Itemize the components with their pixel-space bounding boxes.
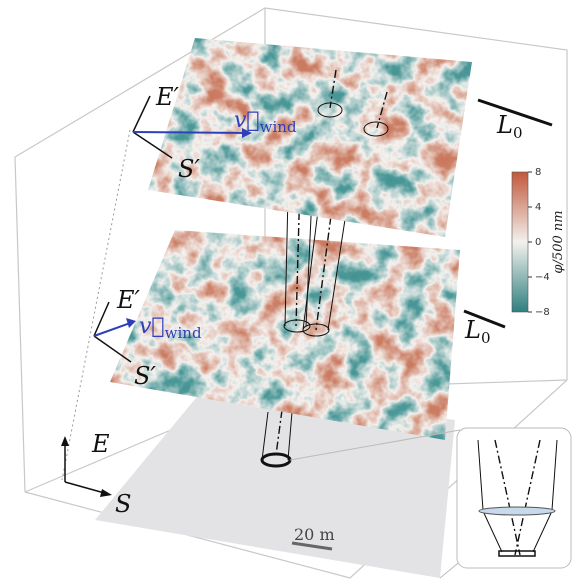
south-label: S′ — [178, 155, 200, 183]
south-label: S — [115, 490, 131, 518]
colorbar — [512, 172, 528, 312]
wind-symbol: v⃗ — [234, 108, 260, 133]
wind-symbol: v⃗ — [139, 314, 165, 339]
scale-symbol: L — [464, 316, 481, 344]
upper-phase-screen — [148, 38, 472, 237]
scale-subscript: 0 — [513, 124, 523, 142]
scale-subscript: 0 — [481, 329, 491, 347]
south-label: S′ — [134, 362, 156, 390]
colorbar-tick-label: −4 — [535, 272, 550, 283]
colorbar-tick-label: 4 — [535, 202, 541, 213]
wind-subscript: wind — [165, 324, 202, 342]
scale-label: L0 — [496, 111, 522, 142]
colorbar-tick-label: −8 — [535, 307, 550, 318]
wind-subscript: wind — [260, 118, 297, 136]
east-label: E′ — [155, 83, 180, 111]
east-label: E — [91, 430, 110, 458]
colorbar-tick-label: 8 — [535, 167, 541, 178]
east-label: E′ — [116, 286, 141, 314]
colorbar-tick-label: 0 — [535, 237, 541, 248]
figure: E′ S′ v⃗wind L0 E′ S′ v⃗wind L0 E S 20 m — [0, 0, 579, 581]
scale-symbol: L — [496, 111, 513, 139]
scale-bar-label: 20 m — [294, 525, 335, 544]
colorbar-label: φ/500 nm — [551, 210, 566, 273]
